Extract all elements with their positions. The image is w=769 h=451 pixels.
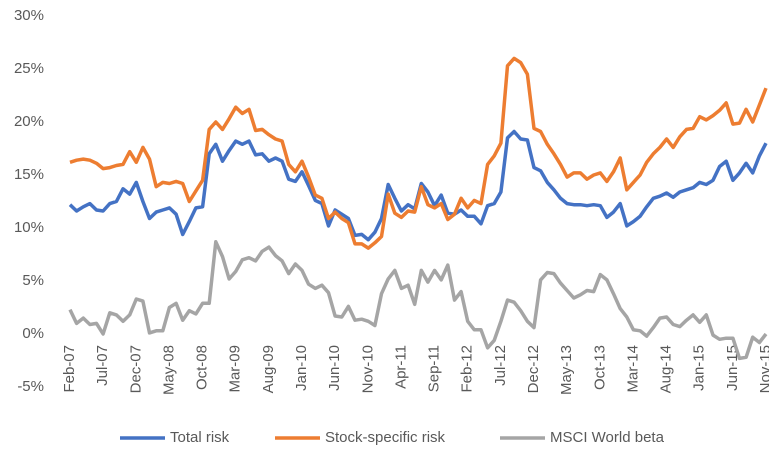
x-tick-label: May-13 <box>558 345 575 395</box>
x-tick-label: Jul-12 <box>492 345 509 386</box>
y-tick-label: 20% <box>14 113 44 130</box>
y-tick-label: 5% <box>22 272 44 289</box>
x-tick-label: May-08 <box>160 345 177 395</box>
y-tick-label: 10% <box>14 219 44 236</box>
x-tick-label: Oct-08 <box>194 345 211 390</box>
x-tick-label: Apr-11 <box>392 345 409 389</box>
x-tick-label: Dec-07 <box>127 345 144 393</box>
legend-label: Stock-specific risk <box>325 429 446 446</box>
x-tick-label: Aug-09 <box>260 345 277 393</box>
y-tick-label: -5% <box>17 378 44 395</box>
series-line <box>68 240 768 361</box>
x-tick-label: Dec-12 <box>525 345 542 393</box>
x-tick-label: Nov-15 <box>757 345 769 393</box>
x-tick-label: Oct-13 <box>591 345 608 390</box>
x-tick-label: Nov-10 <box>359 345 376 393</box>
x-tick-label: Aug-14 <box>658 345 675 393</box>
x-tick-label: Mar-09 <box>227 345 244 393</box>
y-tick-label: 30% <box>14 7 44 24</box>
y-tick-label: 25% <box>14 60 44 77</box>
legend-label: MSCI World beta <box>550 429 665 446</box>
y-tick-label: 0% <box>22 325 44 342</box>
x-tick-label: Mar-14 <box>624 345 641 393</box>
y-tick-label: 15% <box>14 166 44 183</box>
x-tick-label: Jun-10 <box>326 345 343 391</box>
legend-label: Total risk <box>170 429 230 446</box>
x-tick-label: Jul-07 <box>94 345 111 386</box>
x-tick-label: Jan-15 <box>691 345 708 391</box>
x-tick-label: Feb-12 <box>459 345 476 393</box>
x-tick-label: Sep-11 <box>426 345 443 392</box>
x-tick-label: Jan-10 <box>293 345 310 391</box>
x-tick-label: Jun-15 <box>724 345 741 391</box>
series-line <box>69 56 768 250</box>
x-tick-label: Feb-07 <box>61 345 78 393</box>
